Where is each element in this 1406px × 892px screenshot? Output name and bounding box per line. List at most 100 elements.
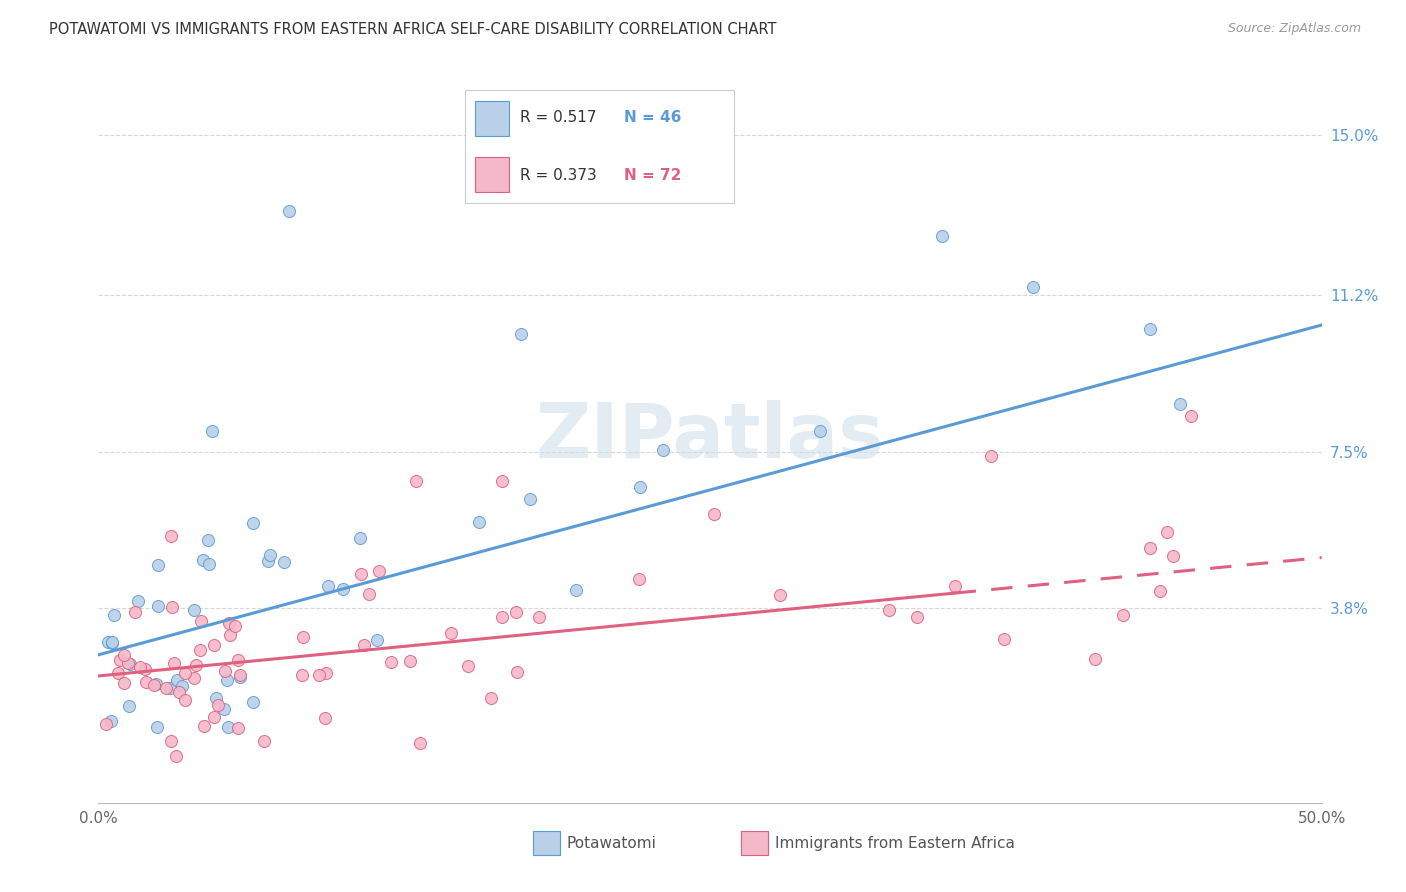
Point [214, 665, 236, 679]
Point [159, 681, 181, 696]
FancyBboxPatch shape [475, 157, 509, 192]
Point [155, 681, 177, 695]
Point [112, 648, 135, 662]
Point [174, 693, 197, 707]
FancyBboxPatch shape [475, 101, 509, 136]
Point [308, 667, 330, 681]
Point [290, 668, 312, 682]
Point [242, 695, 264, 709]
Point [229, 668, 252, 682]
Point [808, 424, 831, 438]
Point [114, 676, 136, 690]
Point [193, 553, 215, 567]
Point [1084, 652, 1107, 666]
Point [409, 736, 432, 750]
Text: R = 0.517: R = 0.517 [520, 110, 598, 125]
Point [357, 587, 380, 601]
Point [142, 678, 165, 692]
Point [509, 326, 531, 341]
Point [202, 638, 225, 652]
Point [628, 480, 651, 494]
Point [1168, 397, 1191, 411]
Point [943, 580, 966, 594]
Point [405, 475, 427, 489]
Point [380, 656, 402, 670]
Point [197, 533, 219, 548]
Point [118, 699, 141, 714]
Point [273, 556, 295, 570]
Point [103, 608, 125, 623]
Point [315, 666, 337, 681]
Point [519, 491, 541, 506]
Point [242, 516, 264, 530]
Point [652, 443, 675, 458]
Point [253, 734, 276, 748]
FancyBboxPatch shape [741, 830, 768, 855]
Point [529, 609, 551, 624]
Point [219, 627, 242, 641]
Point [491, 475, 513, 489]
Point [160, 529, 183, 543]
Point [128, 660, 150, 674]
Point [117, 656, 139, 670]
Point [931, 229, 953, 244]
Point [218, 616, 240, 631]
Point [101, 636, 124, 650]
Point [146, 558, 169, 573]
Point [100, 714, 122, 729]
Point [278, 203, 301, 218]
Point [202, 710, 225, 724]
Point [980, 449, 1002, 463]
Point [703, 507, 725, 521]
Point [134, 662, 156, 676]
Point [226, 722, 249, 736]
Point [108, 652, 131, 666]
Point [163, 657, 186, 671]
Point [505, 605, 527, 619]
Point [257, 553, 280, 567]
Point [193, 719, 215, 733]
Point [479, 691, 502, 706]
Point [332, 582, 354, 596]
Point [188, 642, 211, 657]
Text: Potawatomi: Potawatomi [567, 836, 657, 851]
Point [366, 633, 388, 648]
Point [353, 639, 375, 653]
Point [215, 673, 238, 687]
Point [1111, 607, 1133, 622]
Point [160, 600, 183, 615]
Text: N = 46: N = 46 [624, 110, 682, 125]
FancyBboxPatch shape [465, 90, 734, 203]
Text: Immigrants from Eastern Africa: Immigrants from Eastern Africa [775, 836, 1015, 851]
Point [166, 673, 188, 687]
Point [124, 605, 146, 619]
Point [165, 749, 187, 764]
Point [205, 690, 228, 705]
Point [905, 610, 928, 624]
Point [398, 654, 420, 668]
Point [506, 665, 529, 679]
Point [135, 674, 157, 689]
Point [349, 531, 371, 545]
Point [228, 652, 250, 666]
Point [228, 670, 250, 684]
Point [350, 566, 373, 581]
Point [183, 671, 205, 685]
Point [1180, 409, 1202, 424]
Text: R = 0.373: R = 0.373 [520, 169, 598, 184]
Point [259, 548, 281, 562]
Point [993, 632, 1015, 646]
Point [198, 557, 221, 571]
Point [1156, 524, 1178, 539]
Point [96, 717, 118, 731]
Text: Source: ZipAtlas.com: Source: ZipAtlas.com [1227, 22, 1361, 36]
Point [174, 665, 197, 680]
Point [457, 659, 479, 673]
Point [186, 657, 208, 672]
Point [190, 615, 212, 629]
Point [367, 564, 389, 578]
Point [159, 733, 181, 747]
Point [217, 720, 239, 734]
Point [627, 572, 650, 586]
Point [100, 635, 122, 649]
